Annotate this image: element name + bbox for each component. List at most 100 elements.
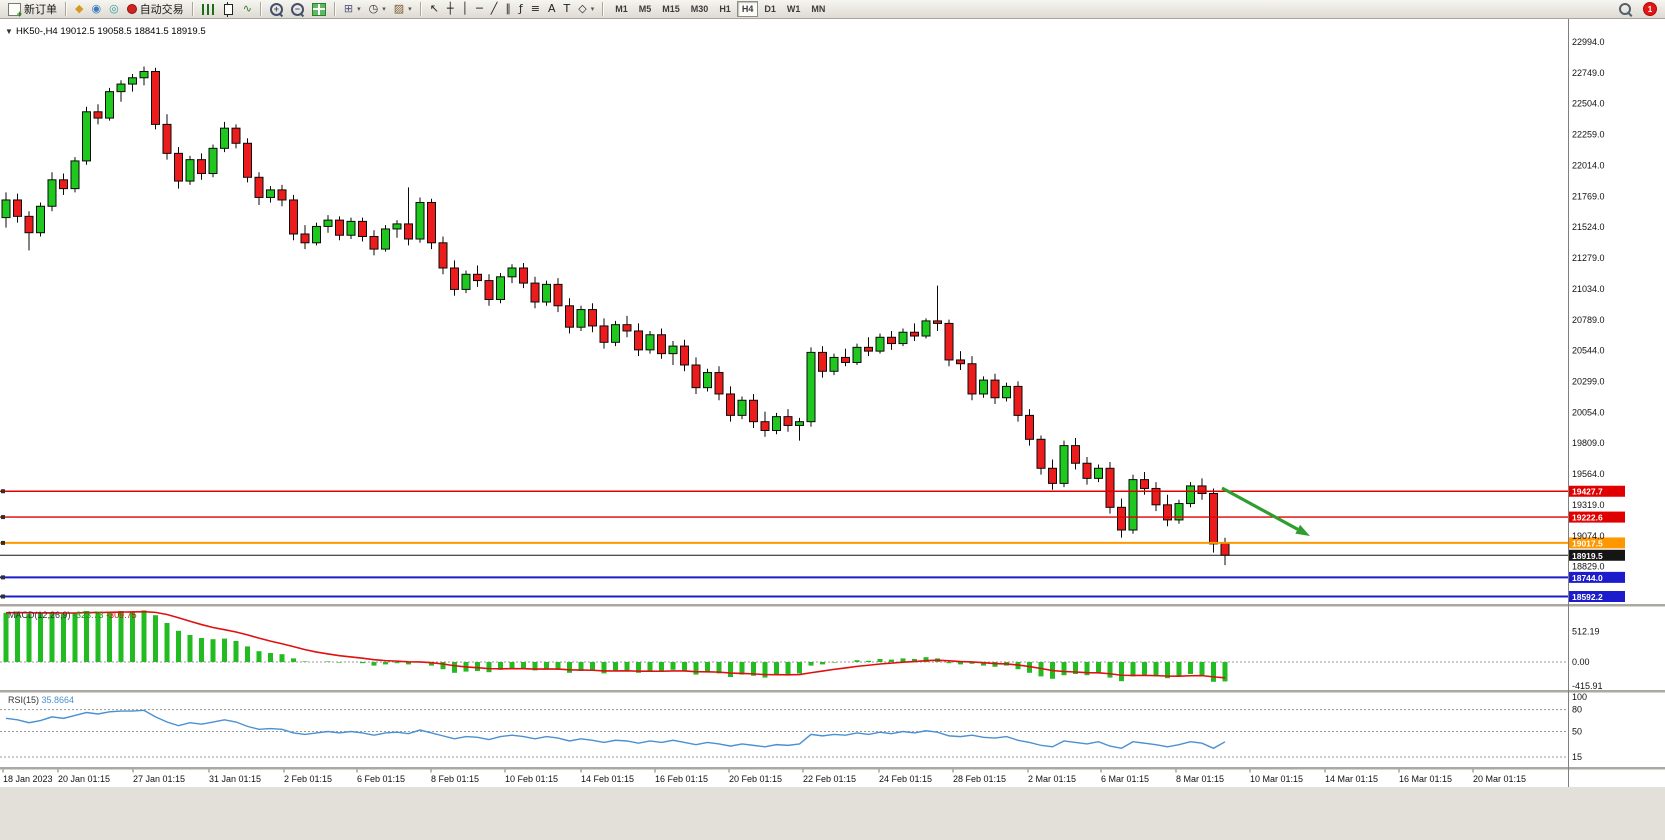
price-axis-label: 20544.0 — [1572, 346, 1605, 356]
candle-body — [576, 309, 586, 328]
price-axis-label: 19809.0 — [1572, 438, 1605, 448]
line-handle[interactable] — [1, 594, 5, 599]
vertical-line-icon[interactable]: │ — [458, 1, 473, 17]
candle-body — [151, 70, 160, 125]
price-tag-label: 18919.5 — [1572, 551, 1603, 561]
horizontal-line-icon[interactable]: ─ — [472, 1, 487, 17]
arrows-icon[interactable]: T — [560, 1, 575, 17]
templates-icon[interactable]: ▨ ▾ — [390, 1, 416, 17]
zoom-in-icon[interactable]: + — [266, 1, 287, 17]
search-button[interactable] — [1615, 1, 1635, 17]
candle-body — [1, 199, 11, 219]
tile-windows-icon[interactable] — [308, 1, 330, 17]
channel-icon[interactable]: ∥ — [501, 1, 515, 17]
candlestick-chart-icon[interactable] — [218, 1, 239, 17]
candle-body — [162, 123, 172, 154]
macd-histogram-bar — [325, 661, 331, 662]
macd-histogram-bar — [670, 662, 676, 670]
macd-histogram-bar — [1027, 662, 1032, 673]
strategy-tester-icon[interactable]: ◎ — [105, 1, 123, 17]
macd-histogram-bar — [1061, 662, 1067, 676]
autotrading-button[interactable]: 自动交易 — [123, 1, 188, 17]
macd-histogram-bar — [682, 662, 687, 671]
price-axis-label: 20054.0 — [1572, 407, 1605, 417]
macd-scale-label: 0.00 — [1572, 657, 1590, 667]
candle-body — [174, 152, 183, 182]
panel-separator[interactable] — [0, 690, 1665, 693]
timeframe-h4[interactable]: H4 — [736, 1, 759, 17]
macd-histogram-bar — [981, 662, 986, 666]
candle-body — [944, 322, 954, 361]
timeframe-mn[interactable]: MN — [806, 1, 830, 17]
macd-histogram-bar — [958, 662, 963, 665]
candle-body — [312, 225, 321, 244]
macd-histogram-bar — [153, 615, 158, 662]
shapes-icon[interactable]: ≡ — [527, 1, 544, 17]
candle-body — [1220, 543, 1230, 556]
candle-body — [289, 199, 298, 235]
panel-separator[interactable] — [0, 767, 1665, 770]
level-lines: 19427.7 19222.6 19017.5 18919.5 18744.0 18592… — [0, 485, 1625, 602]
macd-histogram-bar — [475, 662, 480, 671]
macd-histogram-bar — [486, 662, 492, 673]
line-handle[interactable] — [1, 540, 5, 545]
macd-histogram-bar — [291, 658, 296, 662]
bar-chart-icon[interactable] — [198, 1, 218, 17]
timeframe-h1[interactable]: H1 — [714, 1, 736, 17]
chart-wizard-icon[interactable]: ◆ — [71, 1, 87, 17]
macd-histogram-bar — [440, 662, 446, 670]
macd-histogram-bar — [26, 614, 32, 662]
trendline-icon[interactable]: ╱ — [487, 1, 502, 17]
notification-badge[interactable]: 1 — [1643, 2, 1657, 16]
line-handle[interactable] — [1, 515, 5, 520]
zoom-out-icon[interactable]: − — [287, 1, 308, 17]
macd-histogram-bar — [509, 662, 515, 668]
panel-separator[interactable] — [0, 604, 1665, 607]
candle-body — [657, 334, 666, 355]
macd-histogram-bar — [624, 662, 630, 671]
timeframe-m1[interactable]: M1 — [610, 1, 633, 17]
chart-canvas[interactable]: 19427.7 19222.6 19017.5 18919.5 18744.0 18592… — [0, 19, 1665, 840]
crosshair-icon[interactable]: ┼ — [443, 1, 458, 17]
timeframe-m15[interactable]: M15 — [657, 1, 685, 17]
objects-dropdown-icon[interactable]: ◇ ▾ — [574, 1, 598, 17]
timeframe-m5[interactable]: M5 — [634, 1, 657, 17]
cursor-icon-glyph: ↖ — [429, 2, 439, 15]
line-handle[interactable] — [1, 489, 5, 494]
candle-body — [13, 199, 22, 217]
period-icon-dropdown-arrow: ▾ — [382, 5, 386, 13]
candle-body — [139, 70, 149, 79]
candle-body — [461, 273, 471, 290]
price-axis-label: 19074.0 — [1572, 531, 1605, 541]
line-handle[interactable] — [1, 575, 5, 580]
fibonacci-icon[interactable]: ƒ — [515, 1, 527, 17]
macd-histogram-bar — [176, 630, 181, 662]
bar-chart-icon-glyph — [201, 3, 214, 15]
macd-histogram-bar — [992, 662, 998, 667]
trendline-icon-glyph: ╱ — [490, 2, 498, 15]
candle-body — [484, 280, 494, 300]
period-icon[interactable]: ◷ ▾ — [365, 1, 390, 17]
trend-arrow-head[interactable] — [1295, 524, 1310, 536]
time-axis[interactable]: 18 Jan 2023 20 Jan 01:15 27 Jan 01:15 31 Ja… — [2, 769, 1526, 785]
timeframe-w1[interactable]: W1 — [782, 1, 806, 17]
toolbar-separator — [259, 2, 262, 16]
timeframe-m30[interactable]: M30 — [686, 1, 714, 17]
new-order-button[interactable]: 新订单 — [4, 1, 61, 19]
candle-body — [116, 83, 126, 93]
candle-body — [1002, 385, 1011, 399]
time-axis-label: 20 Mar 01:15 — [1473, 774, 1526, 784]
cursor-icon[interactable]: ↖ — [426, 1, 443, 17]
new-chart-icon[interactable]: ⊞ ▾ — [340, 1, 365, 17]
line-chart-icon[interactable]: ∿ — [239, 1, 256, 17]
macd-histogram-bar — [647, 662, 653, 671]
text-icon[interactable]: A — [544, 1, 560, 17]
time-axis-label: 6 Feb 01:15 — [357, 774, 405, 784]
macd-panel: MACD(12,26,9) -323.73 -309.75 512.19 0.00 -… — [0, 610, 1603, 691]
search-icon — [1619, 3, 1631, 15]
trend-arrow-shaft[interactable] — [1221, 486, 1299, 531]
candle-body — [231, 127, 241, 144]
market-watch-icon[interactable]: ◉ — [87, 1, 105, 17]
timeframe-d1[interactable]: D1 — [759, 1, 781, 17]
time-axis-label: 18 Jan 2023 — [3, 774, 53, 784]
